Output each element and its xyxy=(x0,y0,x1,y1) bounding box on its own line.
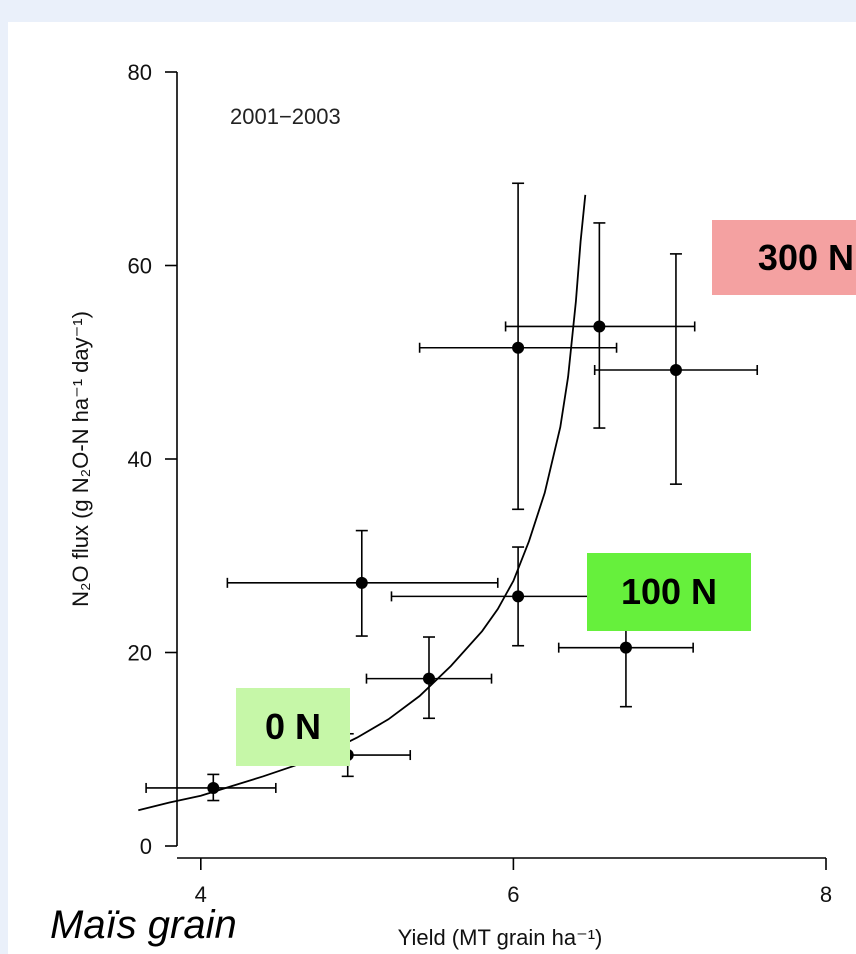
x-tick-label: 6 xyxy=(507,882,519,907)
x-tick-label: 8 xyxy=(820,882,832,907)
data-point xyxy=(355,576,368,589)
data-point-group xyxy=(226,529,499,637)
y-tick-label: 20 xyxy=(128,641,152,666)
y-tick-label: 40 xyxy=(128,447,152,472)
y-axis-title: N₂O flux (g N₂O-N ha⁻¹ day⁻¹) xyxy=(68,311,93,607)
data-point xyxy=(593,320,606,333)
x-tick-label: 4 xyxy=(195,882,207,907)
slide-panel xyxy=(8,22,856,954)
data-point-group xyxy=(145,773,277,802)
data-point xyxy=(207,781,220,794)
data-point xyxy=(422,672,435,685)
y-tick-label: 0 xyxy=(140,834,152,859)
y-tick-label: 60 xyxy=(128,254,152,279)
tag-100-n: 100 N xyxy=(587,553,751,631)
data-point xyxy=(669,363,682,376)
period-annotation: 2001−2003 xyxy=(230,104,341,129)
data-point-group xyxy=(418,182,618,511)
data-point-group xyxy=(593,253,759,485)
fit-curve xyxy=(138,194,587,812)
data-point xyxy=(619,641,632,654)
tag-0-n: 0 N xyxy=(236,688,350,766)
data-point xyxy=(512,590,525,603)
tag-300-n: 300 N xyxy=(712,220,856,295)
crop-caption: Maïs grain xyxy=(50,903,237,947)
data-point-group xyxy=(365,636,493,720)
x-axis-title: Yield (MT grain ha⁻¹) xyxy=(398,925,603,950)
data-point xyxy=(512,341,525,354)
data-point-group xyxy=(504,222,696,429)
y-tick-label: 80 xyxy=(128,60,152,85)
